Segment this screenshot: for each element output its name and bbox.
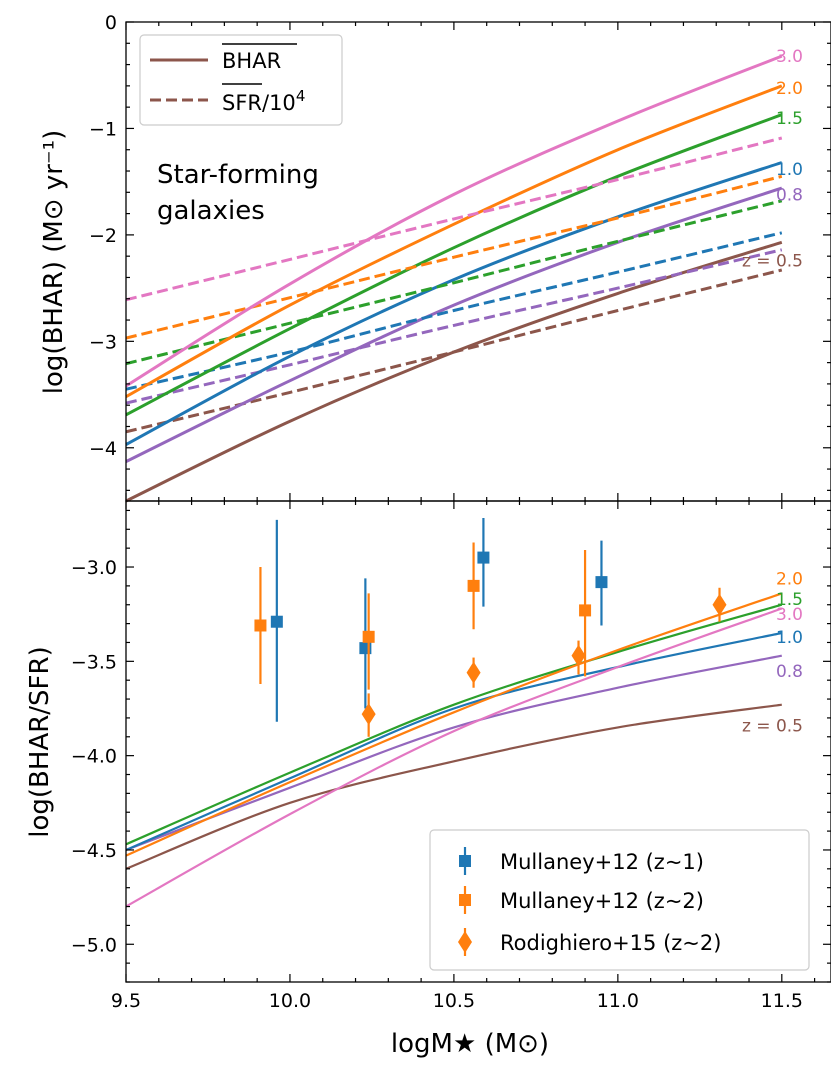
axis-ticks: 9.5 10.0 10.5 11.0 11.5 0 −1 −2 −3 −4 −3.0 −3.5 −4.0… (71, 12, 831, 1012)
top-y-tick-label--3: −3 (89, 331, 117, 353)
legend-sfr-sup: 4 (296, 87, 306, 105)
bottom-y-axis-label: log(BHAR/SFR) (25, 646, 55, 837)
top-z-label-3.0: 3.0 (776, 47, 803, 67)
bottom-panel-marks: z = 0.5 0.8 1.0 1.52.0 3.0 (125, 517, 803, 908)
ratio-line-z3.0 (125, 607, 783, 908)
x-axis-label: logM★ (M⊙) (391, 1029, 549, 1059)
x-tick-label-9.5: 9.5 (111, 990, 141, 1012)
legend-mullaney-z1: Mullaney+12 (z∼1) (500, 850, 704, 874)
legend-mullaney-z2: Mullaney+12 (z∼2) (500, 889, 704, 913)
legend-sfr-label: SFR/104 (222, 87, 305, 115)
sfr-line-z1.5 (125, 199, 783, 366)
legend-rodighiero-z2: Rodighiero+15 (z∼2) (500, 931, 721, 955)
top-legend-box (139, 34, 343, 126)
top-y-tick-label--2: −2 (89, 225, 117, 247)
x-tick-label-10.0: 10.0 (269, 990, 311, 1012)
bhar-line-z2.0 (125, 84, 783, 399)
bottom-y-tick-label--3.5: −3.5 (71, 651, 117, 673)
legend-marker-square-1 (459, 894, 471, 906)
top-z-label-0.5: z = 0.5 (742, 251, 803, 271)
top-y-tick-label-0: 0 (105, 12, 117, 34)
marker-square-z2.0-2 (467, 579, 480, 592)
marker-square-z2.0-3 (579, 604, 592, 617)
marker-square-z2.0-0 (254, 619, 267, 632)
bhar-line-z0.8 (125, 186, 783, 463)
bottom-legend-box (429, 829, 810, 971)
bottom-legend-markers (458, 847, 472, 956)
bottom-legend: Mullaney+12 (z∼1) Mullaney+12 (z∼2) Rodi… (429, 829, 810, 971)
x-tick-label-11.5: 11.5 (761, 990, 803, 1012)
sfr-line-z3.0 (125, 136, 783, 302)
bottom-z-label-1.5: 1.5 (776, 590, 803, 610)
top-z-label-1.0: 1.0 (776, 160, 803, 180)
top-y-tick-label--1: −1 (89, 118, 117, 140)
marker-square-z1.0-3 (595, 576, 608, 589)
top-z-label-0.8: 0.8 (776, 185, 803, 205)
ratio-line-z1.5 (125, 603, 783, 846)
bottom-z-label-3.0: 3.0 (776, 605, 803, 625)
bottom-y-tick-label--4.5: −4.5 (71, 840, 117, 862)
ratio-line-z0.8 (125, 654, 783, 852)
bottom-z-label-0.8: 0.8 (776, 662, 803, 682)
ratio-line-z1.0 (125, 631, 783, 852)
sfr-line-z0.8 (125, 248, 783, 405)
top-legend: BHAR SFR/104 (139, 34, 343, 126)
bottom-y-tick-label--4.0: −4.0 (71, 746, 117, 768)
x-tick-label-10.5: 10.5 (433, 990, 475, 1012)
marker-square-z2.0-1 (362, 630, 375, 643)
x-tick-label-11.0: 11.0 (597, 990, 639, 1012)
bhar-line-z1.5 (125, 113, 783, 417)
annotation-line-2: galaxies (157, 196, 265, 226)
marker-square-z1.0-0 (270, 615, 283, 628)
marker-diamond-z2.0-2 (571, 644, 586, 667)
top-y-axis-label: log(BHAR) (M⊙ yr⁻¹) (39, 130, 69, 394)
marker-square-z1.0-2 (477, 551, 490, 564)
bottom-z-label-2.0: 2.0 (776, 569, 803, 589)
bhar-line-z1.0 (125, 161, 783, 446)
bhar-line-z3.0 (125, 54, 783, 388)
bottom-y-tick-label--5.0: −5.0 (71, 934, 117, 956)
marker-diamond-z2.0-3 (712, 593, 727, 616)
top-z-label-2.0: 2.0 (776, 79, 803, 99)
bottom-z-label-1.0: 1.0 (776, 628, 803, 648)
annotation-line-1: Star-forming (157, 160, 319, 190)
marker-diamond-z2.0-0 (361, 703, 376, 726)
legend-marker-square-0 (459, 855, 471, 867)
legend-marker-diamond-2 (458, 931, 472, 953)
ratio-line-z0.5 (125, 703, 782, 870)
sfr-line-z1.0 (125, 231, 783, 391)
marker-diamond-z2.0-1 (466, 661, 481, 684)
legend-bhar-label: BHAR (222, 49, 281, 73)
legend-sfr-text: SFR/10 (222, 91, 296, 115)
top-panel-marks: z = 0.5 0.8 1.0 1.5 2.0 3.0 (125, 47, 803, 503)
sfr-line-z2.0 (125, 174, 783, 340)
top-z-label-1.5: 1.5 (776, 109, 803, 129)
ratio-line-z2.0 (125, 592, 783, 857)
bottom-z-label-0.5: z = 0.5 (742, 716, 803, 736)
top-y-tick-label--4: −4 (89, 438, 117, 460)
bottom-y-tick-label--3.0: −3.0 (71, 557, 117, 579)
bottom-panel-frame (125, 500, 831, 983)
